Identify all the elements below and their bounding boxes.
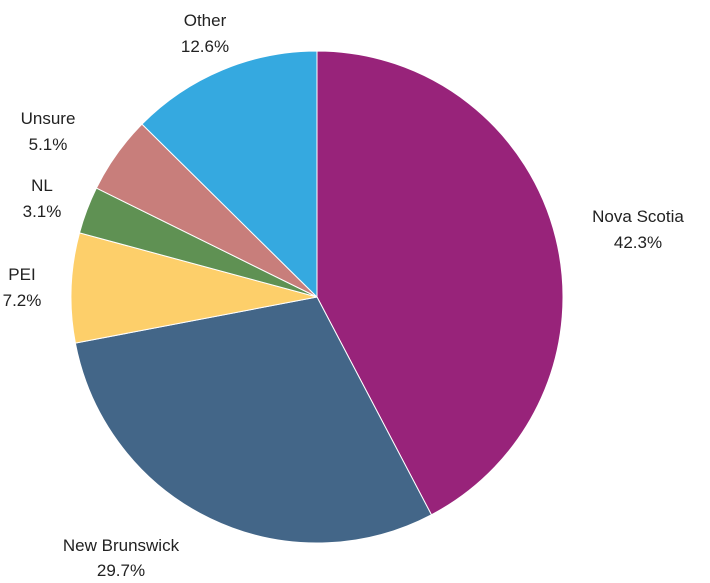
pie-slice-new-brunswick	[74, 296, 433, 544]
slice-value-unsure: 5.1%	[29, 135, 68, 154]
pie-slices	[70, 50, 564, 544]
slice-label-unsure: Unsure	[21, 109, 76, 128]
slice-label-nova-scotia: Nova Scotia	[592, 207, 684, 226]
pie-slice-pei	[70, 232, 318, 344]
slice-value-nova-scotia: 42.3%	[614, 233, 662, 252]
slice-label-pei: PEI	[8, 265, 35, 284]
pie-labels: Nova Scotia 42.3% New Brunswick 29.7% PEI 7.2…	[3, 11, 685, 580]
slice-label-other: Other	[184, 11, 227, 30]
slice-label-new-brunswick: New Brunswick	[63, 536, 180, 555]
slice-value-nl: 3.1%	[23, 202, 62, 221]
pie-slice-nova-scotia	[316, 50, 564, 516]
slice-label-nl: NL	[31, 176, 53, 195]
pie-slice-other	[141, 50, 318, 299]
slice-value-other: 12.6%	[181, 37, 229, 56]
slice-value-pei: 7.2%	[3, 291, 42, 310]
slice-value-new-brunswick: 29.7%	[97, 561, 145, 578]
